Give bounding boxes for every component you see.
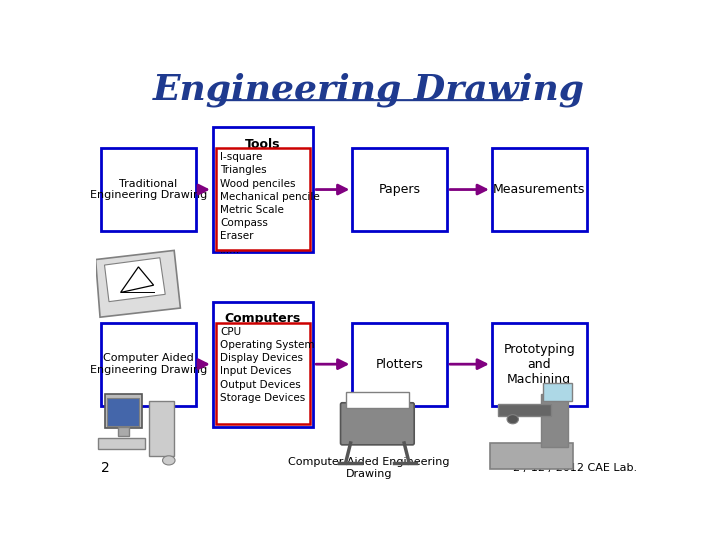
Text: Traditional
Engineering Drawing: Traditional Engineering Drawing [90,179,207,200]
FancyBboxPatch shape [492,322,587,406]
FancyBboxPatch shape [352,322,447,406]
FancyBboxPatch shape [215,148,310,250]
Text: Papers: Papers [379,183,420,196]
Text: Computer Aided
Engineering Drawing: Computer Aided Engineering Drawing [90,353,207,375]
Text: Measurements: Measurements [493,183,585,196]
FancyBboxPatch shape [101,322,196,406]
FancyBboxPatch shape [213,302,313,427]
Text: Prototyping
and
Machining: Prototyping and Machining [503,343,575,386]
Text: I-square
Triangles
Wood penciles
Mechanical pencile
Metric Scale
Compass
Eraser
: I-square Triangles Wood penciles Mechani… [220,152,320,254]
FancyBboxPatch shape [352,148,447,231]
Text: Computer Aided Engineering
Drawing: Computer Aided Engineering Drawing [288,457,450,479]
FancyBboxPatch shape [215,322,310,424]
Text: Tools: Tools [246,138,281,151]
Text: CPU
Operating System
Display Devices
Input Devices
Output Devices
Storage Device: CPU Operating System Display Devices Inp… [220,327,315,403]
Text: Plotters: Plotters [376,357,423,370]
Text: Computers: Computers [225,312,301,325]
FancyBboxPatch shape [101,148,196,231]
Text: 2: 2 [101,461,110,475]
Text: Engineering Drawing: Engineering Drawing [153,72,585,107]
FancyBboxPatch shape [213,127,313,252]
FancyBboxPatch shape [492,148,587,231]
Text: 2 / 12 / 2012 CAE Lab.: 2 / 12 / 2012 CAE Lab. [513,463,637,473]
